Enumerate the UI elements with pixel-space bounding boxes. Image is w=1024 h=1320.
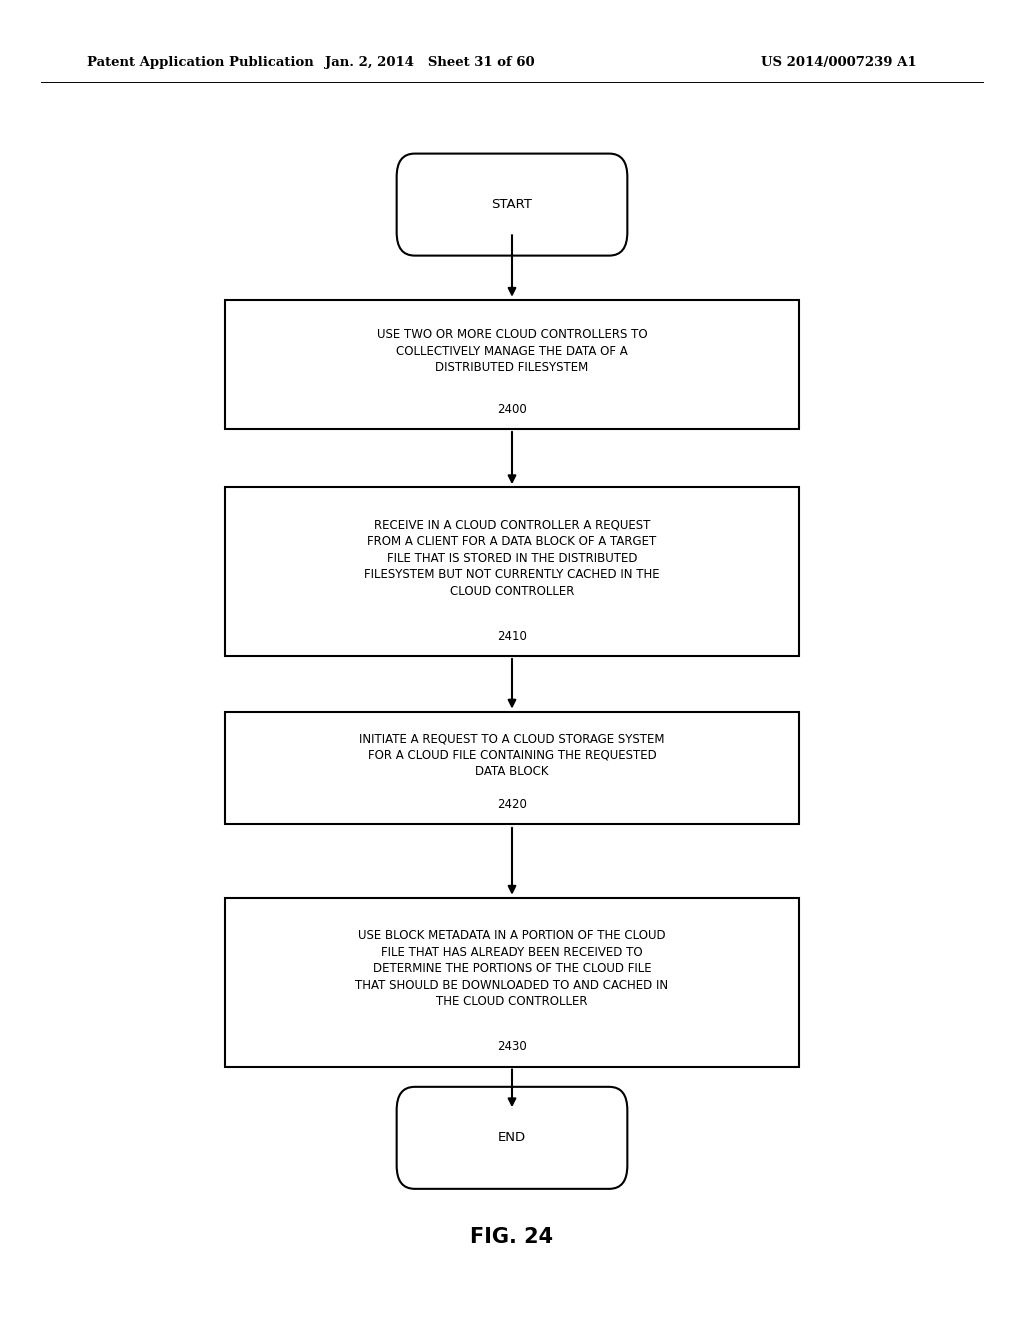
FancyBboxPatch shape	[225, 487, 799, 656]
Text: END: END	[498, 1131, 526, 1144]
Text: USE BLOCK METADATA IN A PORTION OF THE CLOUD
FILE THAT HAS ALREADY BEEN RECEIVED: USE BLOCK METADATA IN A PORTION OF THE C…	[355, 929, 669, 1008]
Text: USE TWO OR MORE CLOUD CONTROLLERS TO
COLLECTIVELY MANAGE THE DATA OF A
DISTRIBUT: USE TWO OR MORE CLOUD CONTROLLERS TO COL…	[377, 329, 647, 374]
FancyBboxPatch shape	[225, 898, 799, 1067]
Text: 2410: 2410	[497, 630, 527, 643]
Text: START: START	[492, 198, 532, 211]
FancyBboxPatch shape	[225, 300, 799, 429]
Text: Patent Application Publication: Patent Application Publication	[87, 55, 313, 69]
Text: FIG. 24: FIG. 24	[470, 1226, 554, 1247]
Text: INITIATE A REQUEST TO A CLOUD STORAGE SYSTEM
FOR A CLOUD FILE CONTAINING THE REQ: INITIATE A REQUEST TO A CLOUD STORAGE SY…	[359, 733, 665, 777]
Text: 2430: 2430	[497, 1040, 527, 1053]
Text: Jan. 2, 2014   Sheet 31 of 60: Jan. 2, 2014 Sheet 31 of 60	[326, 55, 535, 69]
Text: US 2014/0007239 A1: US 2014/0007239 A1	[761, 55, 916, 69]
FancyBboxPatch shape	[396, 1086, 628, 1189]
FancyBboxPatch shape	[225, 713, 799, 824]
FancyBboxPatch shape	[396, 153, 628, 256]
Text: 2420: 2420	[497, 799, 527, 810]
Text: 2400: 2400	[497, 403, 527, 416]
Text: RECEIVE IN A CLOUD CONTROLLER A REQUEST
FROM A CLIENT FOR A DATA BLOCK OF A TARG: RECEIVE IN A CLOUD CONTROLLER A REQUEST …	[365, 519, 659, 598]
